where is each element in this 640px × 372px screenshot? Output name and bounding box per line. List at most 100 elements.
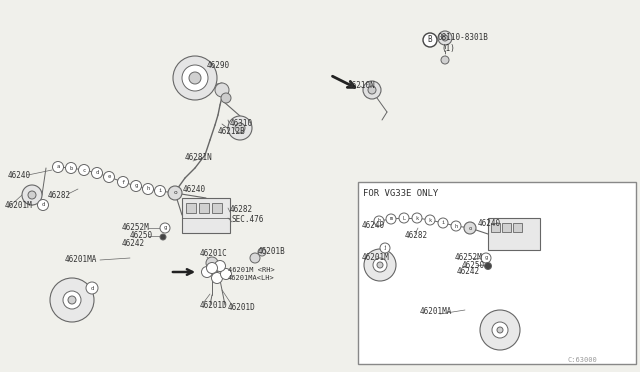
Text: b: b [69, 166, 72, 170]
Circle shape [214, 260, 225, 272]
Circle shape [484, 263, 492, 269]
Text: 46282: 46282 [230, 205, 253, 215]
Text: 46212B: 46212B [218, 128, 246, 137]
Text: 46240: 46240 [478, 219, 501, 228]
Circle shape [492, 322, 508, 338]
Circle shape [399, 213, 409, 223]
Text: d: d [42, 202, 45, 208]
Circle shape [368, 86, 376, 94]
Bar [513, 223, 522, 232]
Circle shape [154, 186, 166, 196]
Text: 46252M: 46252M [455, 253, 483, 263]
Circle shape [207, 263, 218, 273]
Text: 46201MA<LH>: 46201MA<LH> [228, 275, 275, 281]
Circle shape [377, 262, 383, 268]
Text: k: k [415, 215, 419, 221]
Circle shape [215, 83, 229, 97]
Text: f: f [122, 180, 125, 185]
Text: 46282: 46282 [48, 190, 71, 199]
Circle shape [373, 258, 387, 272]
Circle shape [423, 33, 437, 47]
Circle shape [173, 56, 217, 100]
Circle shape [221, 93, 231, 103]
Text: C:63000: C:63000 [568, 357, 598, 363]
Bar [358, 182, 636, 364]
Circle shape [79, 164, 90, 176]
Text: 46201MA: 46201MA [65, 256, 97, 264]
Bar [212, 203, 222, 213]
Circle shape [258, 248, 266, 256]
Circle shape [143, 183, 154, 195]
Text: i: i [442, 221, 445, 225]
Text: 46290: 46290 [207, 61, 230, 70]
Circle shape [235, 123, 245, 133]
Text: (1): (1) [441, 44, 455, 52]
Text: 46250: 46250 [130, 231, 153, 241]
Text: 46201D: 46201D [200, 301, 228, 310]
Text: d: d [95, 170, 99, 176]
Text: o: o [468, 225, 472, 231]
Circle shape [210, 266, 218, 274]
Text: FOR VG33E ONLY: FOR VG33E ONLY [363, 189, 438, 199]
Circle shape [131, 180, 141, 192]
Circle shape [386, 214, 396, 224]
Text: 46281N: 46281N [185, 154, 212, 163]
Text: 46310: 46310 [230, 119, 253, 128]
Text: a: a [56, 164, 60, 170]
Text: 46201M: 46201M [5, 202, 33, 211]
Circle shape [497, 327, 503, 333]
Text: 46282: 46282 [405, 231, 428, 240]
Circle shape [38, 199, 49, 211]
Circle shape [160, 223, 170, 233]
Text: d: d [90, 285, 93, 291]
Circle shape [68, 296, 76, 304]
Text: g: g [134, 183, 138, 189]
Circle shape [380, 243, 390, 253]
Text: B: B [428, 35, 432, 45]
Circle shape [364, 249, 396, 281]
Text: g: g [163, 225, 166, 231]
Circle shape [464, 222, 476, 234]
Circle shape [481, 253, 491, 263]
Circle shape [228, 116, 252, 140]
Text: L: L [403, 215, 406, 221]
Text: 46201MA: 46201MA [420, 308, 452, 317]
Text: 46201C: 46201C [200, 250, 228, 259]
Text: 46240: 46240 [183, 186, 206, 195]
Text: k: k [428, 218, 431, 222]
Text: e: e [108, 174, 111, 180]
Text: h: h [454, 224, 458, 228]
Text: 46250: 46250 [462, 260, 485, 269]
Circle shape [28, 191, 36, 199]
Text: g: g [484, 256, 488, 260]
Bar [182, 198, 230, 233]
Circle shape [363, 81, 381, 99]
Circle shape [52, 161, 63, 173]
Circle shape [425, 215, 435, 225]
Circle shape [92, 167, 102, 179]
Text: 46242: 46242 [457, 267, 480, 276]
Circle shape [250, 253, 260, 263]
Circle shape [412, 213, 422, 223]
Text: 46210N: 46210N [348, 80, 376, 90]
Circle shape [206, 257, 218, 269]
Text: 46201M <RH>: 46201M <RH> [228, 267, 275, 273]
Circle shape [86, 282, 98, 294]
Text: j: j [383, 246, 387, 250]
Circle shape [168, 186, 182, 200]
Circle shape [104, 171, 115, 183]
Bar [199, 203, 209, 213]
Text: i: i [158, 189, 162, 193]
Circle shape [438, 31, 452, 45]
Circle shape [160, 234, 166, 240]
Circle shape [374, 216, 384, 226]
Text: 46252M: 46252M [122, 224, 150, 232]
Circle shape [63, 291, 81, 309]
Text: 46201M: 46201M [362, 253, 390, 263]
Text: 46201B: 46201B [258, 247, 285, 257]
Text: 46201D: 46201D [228, 304, 256, 312]
Circle shape [221, 269, 232, 279]
Text: 46240: 46240 [8, 170, 31, 180]
Bar [488, 218, 540, 250]
Bar [186, 203, 196, 213]
